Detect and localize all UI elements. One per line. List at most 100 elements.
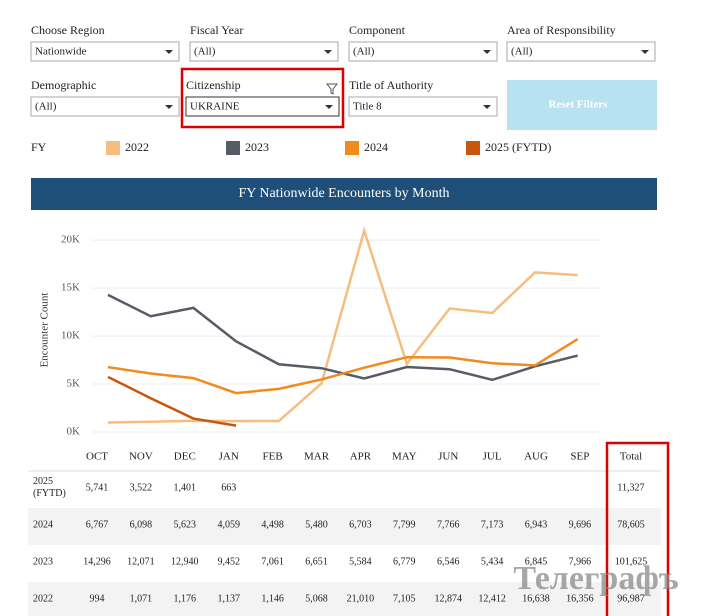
table-cell: 7,105: [393, 593, 416, 604]
table-cell: 1,401: [174, 482, 197, 493]
table-cell: 4,498: [261, 519, 284, 530]
watermark: Телеграфъ: [513, 560, 678, 597]
chart-title: FY Nationwide Encounters by Month: [238, 186, 449, 201]
table-cell: 1,146: [261, 593, 284, 604]
table-header: MAR: [304, 451, 330, 463]
filter-label: Demographic: [31, 78, 96, 92]
table-total: 96,987: [617, 593, 645, 604]
dropdown-arrow: [483, 105, 491, 109]
row-label: 2022: [33, 593, 53, 604]
table-header: OCT: [86, 451, 108, 463]
row-label: 2025 (FYTD): [33, 476, 66, 499]
series-line: [107, 375, 237, 427]
table-cell: 6,943: [525, 519, 548, 530]
table-cell: 1,137: [217, 593, 240, 604]
highlight-box: [180, 67, 345, 129]
dropdown[interactable]: [30, 96, 180, 117]
filter-label: Fiscal Year: [190, 23, 243, 37]
table-cell: 12,071: [127, 556, 155, 567]
filter-label: Citizenship: [186, 78, 241, 92]
y-tick-label: 15K: [61, 282, 80, 294]
table-total: 11,327: [617, 482, 644, 493]
dropdown-value[interactable]: Nationwide: [35, 46, 86, 58]
y-tick-label: 10K: [61, 330, 80, 342]
table-cell: 12,940: [171, 556, 199, 567]
table-cell: 5,480: [305, 519, 328, 530]
dropdown-arrow: [325, 105, 333, 109]
dropdown-value[interactable]: (All): [35, 101, 57, 113]
table-total: 101,625: [615, 556, 648, 567]
dropdown-value[interactable]: (All): [511, 46, 533, 58]
reset-button-label[interactable]: Reset Filters: [549, 99, 609, 111]
legend-label: 2025 (FYTD): [485, 140, 551, 154]
title-bar: [31, 178, 657, 210]
dropdown[interactable]: [30, 41, 180, 62]
table-cell: 21,010: [347, 593, 375, 604]
row-label: 2023: [33, 556, 53, 567]
legend-swatch: [226, 141, 240, 155]
dropdown[interactable]: [348, 96, 498, 117]
table-cell: 4,059: [217, 519, 240, 530]
table-cell: 994: [90, 593, 105, 604]
table-cell: 7,061: [261, 556, 284, 567]
table-header: Total: [620, 451, 642, 463]
dropdown[interactable]: [348, 41, 498, 62]
table-cell: 6,546: [437, 556, 460, 567]
table-total: 78,605: [617, 519, 645, 530]
table-cell: 5,584: [349, 556, 372, 567]
legend-label: 2024: [364, 140, 388, 154]
filter-icon: [325, 83, 339, 95]
table-header: AUG: [524, 451, 548, 463]
filter-label: Area of Responsibility: [507, 23, 616, 37]
dropdown-value[interactable]: (All): [194, 46, 216, 58]
table-cell: 16,638: [522, 593, 550, 604]
table-cell: 6,845: [525, 556, 548, 567]
filter-label: Component: [349, 23, 406, 37]
dropdown-arrow: [165, 105, 173, 109]
table-cell: 5,434: [481, 556, 504, 567]
table-cell: 6,703: [349, 519, 372, 530]
y-axis-title: Encounter Count: [39, 293, 51, 368]
dropdown-arrow: [165, 50, 173, 54]
table-cell: 1,071: [130, 593, 153, 604]
table-cell: 6,767: [86, 519, 109, 530]
table-header: JUL: [483, 451, 502, 463]
table-cell: 7,799: [393, 519, 416, 530]
y-tick-label: 0K: [67, 426, 81, 438]
dropdown-arrow: [324, 50, 332, 54]
table-header: NOV: [129, 451, 153, 463]
table-cell: 6,098: [130, 519, 153, 530]
table-cell: 16,356: [566, 593, 594, 604]
table-cell: 12,412: [478, 593, 506, 604]
table-header: DEC: [174, 451, 196, 463]
filter-label: Title of Authority: [349, 78, 433, 92]
legend-label: 2023: [245, 140, 269, 154]
dropdown[interactable]: [189, 41, 339, 62]
table-header: MAY: [392, 451, 417, 463]
dropdown[interactable]: [506, 41, 656, 62]
dropdown[interactable]: [185, 96, 340, 117]
table-cell: 9,696: [569, 519, 592, 530]
row-label: 2024: [33, 519, 53, 530]
legend-swatch: [466, 141, 480, 155]
table-cell: 6,779: [393, 556, 416, 567]
filter-label: Choose Region: [31, 23, 105, 37]
table-header: FEB: [263, 451, 283, 463]
table-header: JUN: [438, 451, 458, 463]
dropdown-value[interactable]: UKRAINE: [190, 101, 240, 113]
table-cell: 5,623: [174, 519, 197, 530]
table-cell: 9,452: [217, 556, 240, 567]
series-line: [107, 226, 578, 424]
legend-swatch: [106, 141, 120, 155]
dropdown-value[interactable]: (All): [353, 46, 375, 58]
legend-swatch: [345, 141, 359, 155]
dropdown-arrow: [641, 50, 649, 54]
table-header: JAN: [219, 451, 239, 463]
reset-button[interactable]: [507, 80, 657, 130]
table-cell: 7,966: [569, 556, 592, 567]
table-cell: 3,522: [130, 482, 153, 493]
table-header: APR: [350, 451, 372, 463]
dropdown-value[interactable]: Title 8: [353, 101, 382, 113]
table-cell: 12,874: [434, 593, 462, 604]
